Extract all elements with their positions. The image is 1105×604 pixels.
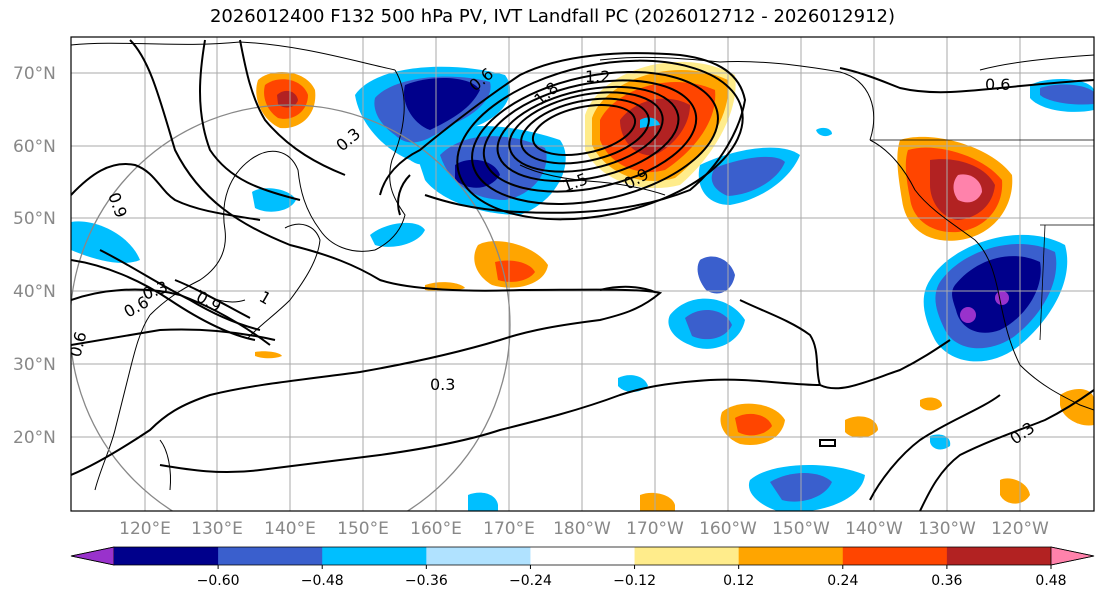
colorbar-tick-label: −0.36 — [405, 573, 448, 589]
lat-label: 20°N — [13, 428, 56, 448]
colorbar: −0.60 −0.48 −0.36 −0.24 −0.12 0.12 0.24 0.36 0.4… — [70, 546, 1095, 589]
neg-anomaly-core — [960, 307, 976, 323]
lon-label: 160°W — [699, 519, 757, 539]
lon-label: 180°W — [553, 519, 611, 539]
lon-label: 140°W — [845, 519, 903, 539]
lat-label: 50°N — [13, 209, 56, 229]
neg-anomaly-region — [618, 375, 648, 392]
lat-label: 60°N — [13, 137, 56, 157]
neg-anomaly-region — [71, 221, 140, 263]
neg-anomaly-region — [816, 127, 832, 137]
lon-label: 130°E — [191, 519, 243, 539]
colorbar-tick-label: −0.12 — [613, 573, 656, 589]
colorbar-tick-label: −0.48 — [301, 573, 344, 589]
colorbar-segment — [530, 547, 636, 565]
range-ring — [71, 104, 511, 511]
shading-layer — [71, 61, 1094, 511]
map-border — [70, 36, 1095, 512]
contour-label: 1.2 — [585, 67, 610, 86]
lat-label: 30°N — [13, 355, 56, 375]
pv-contours — [71, 39, 1094, 511]
colorbar-segment — [738, 547, 844, 565]
pos-anomaly-region — [845, 416, 878, 438]
colorbar-segment — [426, 547, 531, 565]
neg-anomaly-region — [685, 309, 732, 340]
lon-label: 120°E — [119, 519, 171, 539]
contour-label: 0.6 — [66, 330, 91, 360]
colorbar-tick-label: −0.60 — [197, 573, 240, 589]
neg-anomaly-region — [1040, 84, 1094, 105]
pos-anomaly-region — [640, 492, 675, 511]
pos-anomaly-region — [255, 351, 282, 359]
colorbar-outline — [70, 546, 1095, 566]
lon-label: 160°E — [410, 519, 462, 539]
lon-label: 170°W — [626, 519, 684, 539]
neg-anomaly-region — [711, 156, 785, 196]
pos-anomaly-region — [1060, 388, 1094, 426]
pos-anomaly-region — [953, 174, 982, 203]
colorbar-tick-label: 0.12 — [723, 573, 754, 589]
latitude-labels: 70°N 60°N 50°N 40°N 30°N 20°N — [13, 64, 56, 448]
colorbar-segment — [842, 547, 948, 565]
pos-anomaly-region — [735, 413, 772, 436]
colorbar-segment — [218, 547, 323, 565]
neg-anomaly-region — [404, 78, 480, 130]
pos-anomaly-region — [920, 397, 942, 411]
contour-label: 0.3 — [430, 375, 455, 394]
colorbar-tick-label: −0.24 — [509, 573, 552, 589]
neg-anomaly-region — [370, 222, 425, 247]
neg-anomaly-region — [697, 256, 735, 294]
lat-label: 70°N — [13, 64, 56, 84]
colorbar-segment — [114, 547, 219, 565]
lon-label: 150°W — [772, 519, 830, 539]
colorbar-tick-label: 0.48 — [1035, 573, 1066, 589]
lat-label: 40°N — [13, 282, 56, 302]
neg-anomaly-region — [930, 434, 951, 450]
lon-label: 170°E — [483, 519, 535, 539]
pos-anomaly-region — [277, 90, 298, 108]
colorbar-tick-label: 0.24 — [827, 573, 858, 589]
colorbar-tick-label: 0.36 — [931, 573, 962, 589]
pos-anomaly-region — [1000, 478, 1030, 504]
colorbar-segment — [946, 547, 1052, 565]
colorbar-extend-high — [1050, 546, 1095, 566]
colorbar-extend-low — [70, 546, 115, 566]
longitude-labels: 120°E 130°E 140°E 150°E 160°E 170°E 180°… — [119, 519, 1049, 539]
contour-label: 0.6 — [985, 75, 1010, 94]
lon-label: 130°W — [918, 519, 976, 539]
neg-anomaly-region — [468, 492, 498, 511]
lon-label: 120°W — [991, 519, 1049, 539]
colorbar-segment — [322, 547, 427, 565]
colorbar-segment — [634, 547, 740, 565]
lon-label: 150°E — [337, 519, 389, 539]
map-title: 2026012400 F132 500 hPa PV, IVT Landfall… — [209, 6, 896, 27]
neg-anomaly-core — [995, 291, 1009, 305]
neg-anomaly-region — [252, 188, 296, 212]
lon-label: 140°E — [264, 519, 316, 539]
